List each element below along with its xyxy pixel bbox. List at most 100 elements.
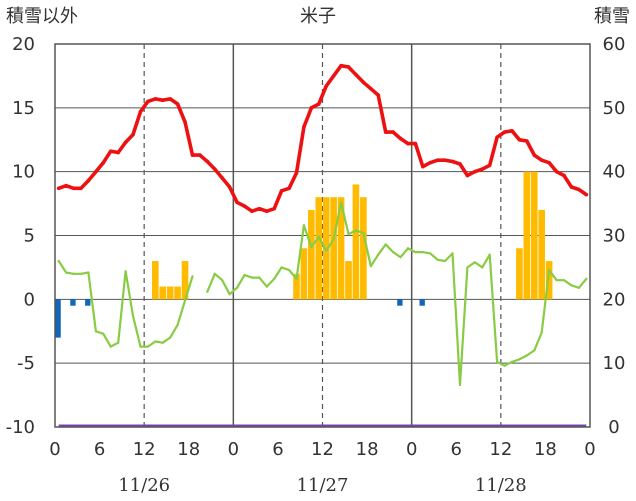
right-tick-label: 40 <box>603 162 626 183</box>
bar <box>55 299 61 338</box>
x-tick-label: 12 <box>489 439 512 460</box>
temperature-line-point <box>361 80 366 85</box>
temperature-line-point <box>487 163 492 168</box>
green-line-point <box>347 233 350 236</box>
temperature-line-point <box>458 162 462 166</box>
green-line-point <box>109 345 112 348</box>
green-line-point <box>317 235 320 238</box>
x-tick-label: 12 <box>133 439 156 460</box>
bar <box>174 286 181 300</box>
temperature-line-point <box>391 130 395 134</box>
green-line-point <box>362 231 365 235</box>
green-line-point <box>503 364 506 367</box>
temperature-line-point <box>331 74 336 78</box>
right-tick-label: 10 <box>603 353 626 374</box>
green-line-point <box>87 271 90 274</box>
green-line-point <box>436 258 439 261</box>
bar <box>345 261 352 300</box>
temperature-line-point <box>116 150 120 155</box>
temperature-line-point <box>287 186 291 191</box>
green-line-point <box>406 247 410 250</box>
x-tick-label: 18 <box>356 439 379 460</box>
green-line-point <box>161 341 164 344</box>
right-axis-label: 積雪 <box>594 6 630 27</box>
green-line-point <box>369 265 372 268</box>
plot-border <box>54 43 591 428</box>
bar <box>523 171 531 300</box>
bar <box>322 197 330 300</box>
bar <box>308 209 315 300</box>
x-tick-label: 0 <box>406 439 417 460</box>
green-series-line <box>57 201 588 386</box>
temperature-line-point <box>413 141 418 146</box>
temperature-line-point <box>368 86 373 91</box>
green-line-point <box>72 272 75 275</box>
x-tick-label: 0 <box>228 439 239 460</box>
bar <box>159 286 167 300</box>
green-line-point <box>570 284 573 287</box>
bar <box>337 197 345 300</box>
green-line-point <box>124 270 127 273</box>
x-tick-label: 6 <box>94 439 105 460</box>
green-line-point <box>525 354 528 357</box>
green-line-point <box>235 286 239 289</box>
date-labels: 11/26 11/27 11/28 <box>118 475 527 496</box>
green-line-point <box>94 330 97 333</box>
bar <box>315 197 323 300</box>
green-line-point <box>139 345 142 348</box>
green-line-point <box>295 277 298 281</box>
temperature-line-point <box>525 139 529 143</box>
date-label: 11/28 <box>475 475 527 496</box>
green-line-point <box>391 250 395 254</box>
temperature-line-point <box>517 137 522 142</box>
temperature-line-point <box>235 200 239 205</box>
temperature-line-point <box>153 97 158 101</box>
bar <box>151 261 159 300</box>
temperature-line-point <box>302 125 306 129</box>
green-line-point <box>79 272 83 275</box>
temperature-line-point <box>443 158 447 162</box>
temperature-line-point <box>257 206 262 211</box>
green-line-point <box>377 253 380 256</box>
green-line-point <box>585 277 588 281</box>
chart-title: 米子 <box>300 6 336 27</box>
green-line-point <box>577 286 580 289</box>
left-tick-label: -5 <box>17 353 35 374</box>
green-line-point <box>287 268 291 272</box>
x-tick-label: 12 <box>311 439 334 460</box>
green-line-point <box>65 271 68 274</box>
green-line-point <box>310 245 313 249</box>
green-line-point <box>221 279 224 282</box>
green-line-point <box>458 383 462 386</box>
green-line-point <box>354 229 358 232</box>
temperature-line-point <box>190 153 195 157</box>
left-tick-label: 10 <box>12 162 35 183</box>
temperature-line-point <box>71 186 76 191</box>
green-line-point <box>473 261 476 264</box>
bar <box>419 299 425 306</box>
temperature-line-point <box>376 93 381 97</box>
temperature-line-point <box>510 129 514 133</box>
green-line-point <box>466 266 469 269</box>
green-line-point <box>399 256 402 259</box>
green-line-point <box>154 340 157 343</box>
green-line-point <box>533 349 536 352</box>
green-line-point <box>57 259 60 263</box>
temperature-line-point <box>502 130 507 134</box>
bar <box>360 197 367 300</box>
green-line-point <box>510 360 514 363</box>
left-tick-label: 15 <box>12 98 35 119</box>
green-line-point <box>191 275 194 278</box>
x-tick-label: 6 <box>451 439 462 460</box>
green-line-point <box>481 266 484 269</box>
green-line-point <box>414 250 417 254</box>
green-line-point <box>213 272 216 275</box>
bar <box>545 261 553 300</box>
green-line-point <box>555 279 558 282</box>
date-label: 11/27 <box>297 475 349 496</box>
right-tick-label: 20 <box>603 289 626 310</box>
left-tick-label: 0 <box>24 289 35 310</box>
temperature-series-line <box>56 63 589 214</box>
temperature-line-point <box>450 159 455 164</box>
